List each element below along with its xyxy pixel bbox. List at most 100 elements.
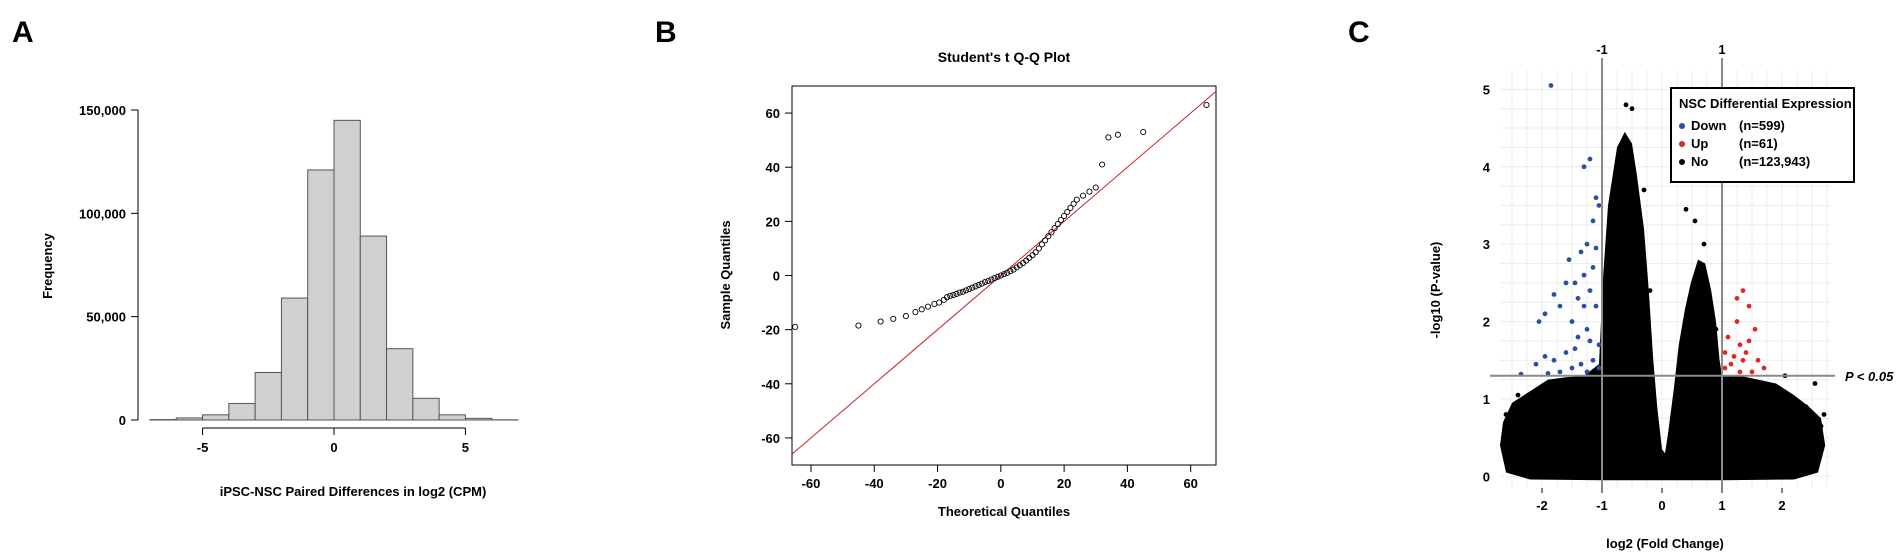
down-point <box>1575 334 1581 340</box>
no-change-point <box>1713 326 1719 332</box>
qq-point <box>1000 271 1008 278</box>
down-point <box>1584 326 1590 332</box>
legend-label: Up <box>1691 136 1708 151</box>
y-tick-label: 0 <box>773 269 780 284</box>
qq-point <box>1004 269 1011 276</box>
down-point <box>1578 361 1584 367</box>
y-tick-label: 5 <box>1483 82 1490 97</box>
x-tick-label: 2 <box>1778 498 1785 513</box>
legend-box <box>1670 87 1855 183</box>
x-tick-label: 60 <box>1183 476 1197 491</box>
y-tick-label: 100,000 <box>79 206 126 221</box>
qq-point <box>877 318 884 325</box>
up-point <box>1740 357 1746 363</box>
no-change-point <box>1821 412 1827 417</box>
qq-point <box>1073 196 1080 203</box>
no-change-point <box>1707 319 1713 324</box>
down-point <box>1569 365 1575 371</box>
x-tick-label: -60 <box>802 476 821 491</box>
histogram-bar <box>438 414 466 421</box>
histogram-bar <box>412 397 440 421</box>
y-axis-title: Frequency <box>40 232 55 299</box>
down-point <box>1590 264 1596 270</box>
legend-label: Down <box>1691 118 1726 133</box>
panel-label-c: C <box>1348 16 1370 49</box>
down-point <box>1563 280 1569 286</box>
legend-marker <box>1679 159 1685 165</box>
qq-point <box>994 273 1001 280</box>
reference-line <box>791 91 1217 455</box>
qq-point <box>1061 212 1068 219</box>
x-axis-title: log2 (Fold Change) <box>1606 536 1724 551</box>
no-change-point <box>1818 423 1824 429</box>
up-point <box>1734 319 1740 324</box>
down-point <box>1581 303 1587 309</box>
down-point <box>1542 311 1548 317</box>
qq-point <box>1114 131 1121 138</box>
qq-point <box>962 287 970 294</box>
down-point <box>1566 257 1572 263</box>
histogram-bar <box>359 235 388 421</box>
no-change-density-region <box>1500 131 1826 481</box>
down-point <box>1551 292 1557 297</box>
panel-label-b: B <box>655 16 677 49</box>
qq-point <box>1051 225 1058 232</box>
up-point <box>1737 342 1743 348</box>
up-point <box>1743 350 1749 355</box>
legend-count: (n=123,943) <box>1739 154 1810 169</box>
down-point <box>1593 303 1599 309</box>
qq-point <box>1045 233 1052 240</box>
down-point <box>1536 319 1542 324</box>
x-tick-label: -2 <box>1536 498 1548 513</box>
x-tick-label: 0 <box>330 440 337 455</box>
down-point <box>1551 357 1557 363</box>
legend-marker <box>1679 141 1685 147</box>
no-change-point <box>1515 392 1521 398</box>
up-point <box>1722 365 1728 371</box>
histogram-bar <box>333 119 361 421</box>
y-axis-title: -log10 (P-value) <box>1428 242 1443 339</box>
qq-point <box>1054 221 1061 228</box>
down-point <box>1584 241 1590 247</box>
x-tick-label: 20 <box>1057 476 1071 491</box>
up-point <box>1752 326 1758 332</box>
no-change-point <box>1506 454 1512 460</box>
down-point <box>1542 354 1548 359</box>
down-point <box>1596 342 1602 348</box>
qq-point <box>969 284 976 291</box>
qq-point <box>943 294 951 301</box>
qq-point <box>1057 216 1065 224</box>
qq-point <box>978 280 985 287</box>
qq-point <box>972 283 979 290</box>
chart-title: Student's t Q-Q Plot <box>938 49 1071 65</box>
x-tick-label: 0 <box>997 476 1004 491</box>
down-point <box>1587 156 1593 162</box>
panel-c-volcano-plot: C P < 0.05 -1 1 -2 -1 0 1 2 0 1 2 3 4 5 log2 (Fold Cha… <box>1348 16 1894 551</box>
y-tick-label: 50,000 <box>86 310 126 325</box>
down-point <box>1557 369 1563 375</box>
histogram-bar <box>280 297 309 421</box>
panel-a-histogram: A 0 50,000 100,000 150,000 -5 0 5 iPSC-NSC Pair… <box>12 16 519 499</box>
top-tick-label: -1 <box>1596 42 1608 57</box>
qq-point <box>966 285 973 293</box>
up-point <box>1746 303 1752 309</box>
down-point <box>1572 346 1578 352</box>
no-change-point <box>1797 450 1803 456</box>
qq-point <box>997 272 1004 279</box>
x-tick-label: 40 <box>1120 476 1134 491</box>
y-tick-label: -20 <box>761 323 780 338</box>
qq-point <box>1007 268 1014 275</box>
top-tick-label: 1 <box>1718 42 1725 57</box>
down-point <box>1557 303 1563 309</box>
legend-marker <box>1679 123 1685 129</box>
y-tick-label: 40 <box>766 160 780 175</box>
qq-point <box>918 306 925 313</box>
qq-point <box>953 290 960 297</box>
qq-point <box>1048 229 1055 236</box>
down-point <box>1587 288 1593 294</box>
qq-point <box>890 315 897 322</box>
up-point <box>1740 288 1746 294</box>
qq-point <box>1086 188 1093 195</box>
qq-point <box>1038 241 1046 248</box>
up-point <box>1731 354 1737 359</box>
